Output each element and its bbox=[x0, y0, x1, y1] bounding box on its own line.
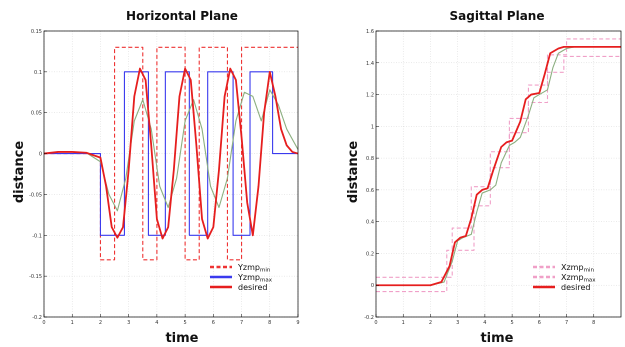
x-tick-label: 2 bbox=[99, 320, 102, 326]
y-tick-label: -0.2 bbox=[364, 315, 374, 321]
x-tick-label: 7 bbox=[240, 320, 243, 326]
y-tick-label: -0.2 bbox=[32, 315, 42, 321]
y-tick-label: -0.15 bbox=[29, 274, 42, 280]
y-tick-label: 1.6 bbox=[366, 29, 374, 35]
y-tick-label: 0.6 bbox=[366, 188, 374, 194]
series-line-1 bbox=[376, 38, 621, 278]
x-tick-label: 9 bbox=[296, 320, 299, 326]
x-tick-label: 4 bbox=[483, 320, 486, 326]
series-line-3 bbox=[376, 45, 621, 287]
legend-label: Xzmpmax bbox=[561, 273, 596, 284]
y-axis-label: distance bbox=[12, 141, 27, 203]
legend-label: desired bbox=[561, 283, 591, 292]
y-tick-label: -0.05 bbox=[29, 192, 42, 198]
chart-title: Sagittal Plane bbox=[450, 9, 545, 23]
x-tick-label: 3 bbox=[456, 320, 459, 326]
y-tick-label: 1.4 bbox=[366, 61, 374, 67]
y-tick-label: 0 bbox=[371, 283, 374, 289]
y-tick-label: 0 bbox=[39, 152, 42, 158]
plot-frame bbox=[43, 30, 299, 318]
legend-label: desired bbox=[238, 283, 268, 292]
y-tick-label: 0.8 bbox=[366, 156, 374, 162]
x-tick-label: 6 bbox=[212, 320, 215, 326]
y-tick-label: -0.1 bbox=[32, 233, 42, 239]
legend-label: Yzmpmin bbox=[237, 263, 271, 274]
x-tick-label: 1 bbox=[402, 320, 405, 326]
legend-label: Yzmpmax bbox=[237, 273, 273, 284]
y-tick-label: 0.1 bbox=[34, 70, 42, 76]
x-axis-label: time bbox=[165, 331, 198, 346]
x-tick-label: 5 bbox=[511, 320, 514, 326]
chart-title: Horizontal Plane bbox=[126, 9, 238, 23]
y-axis-label: distance bbox=[346, 141, 361, 203]
x-axis-label: time bbox=[480, 331, 513, 346]
legend-label: Xzmpmin bbox=[561, 263, 594, 274]
y-tick-label: 0.4 bbox=[366, 220, 374, 226]
x-tick-label: 0 bbox=[374, 320, 377, 326]
x-tick-label: 5 bbox=[184, 320, 187, 326]
y-tick-label: 0.05 bbox=[31, 111, 42, 117]
x-tick-label: 0 bbox=[42, 320, 45, 326]
series-line-2 bbox=[376, 46, 621, 286]
y-tick-label: 1 bbox=[371, 124, 374, 130]
x-tick-label: 3 bbox=[127, 320, 130, 326]
plot-frame bbox=[375, 30, 622, 318]
x-tick-label: 4 bbox=[155, 320, 158, 326]
y-tick-label: 0.15 bbox=[31, 29, 42, 35]
series-line-3 bbox=[43, 67, 299, 240]
x-tick-label: 2 bbox=[429, 320, 432, 326]
x-tick-label: 7 bbox=[565, 320, 568, 326]
x-tick-label: 8 bbox=[268, 320, 271, 326]
y-tick-label: 1.2 bbox=[366, 93, 374, 99]
x-tick-label: 6 bbox=[538, 320, 541, 326]
chart-sagittal-plane: Sagittal Plane time distance 0 1 2 3 4 5 6 7 8 -0… bbox=[346, 9, 622, 346]
y-tick-label: 0.2 bbox=[366, 251, 374, 257]
x-tick-label: 1 bbox=[71, 320, 74, 326]
x-tick-label: 8 bbox=[592, 320, 595, 326]
series-line-0 bbox=[44, 46, 298, 261]
chart-horizontal-plane: Horizontal Plane time distance 0 1 2 3 4 5 6 7 8… bbox=[12, 9, 300, 346]
